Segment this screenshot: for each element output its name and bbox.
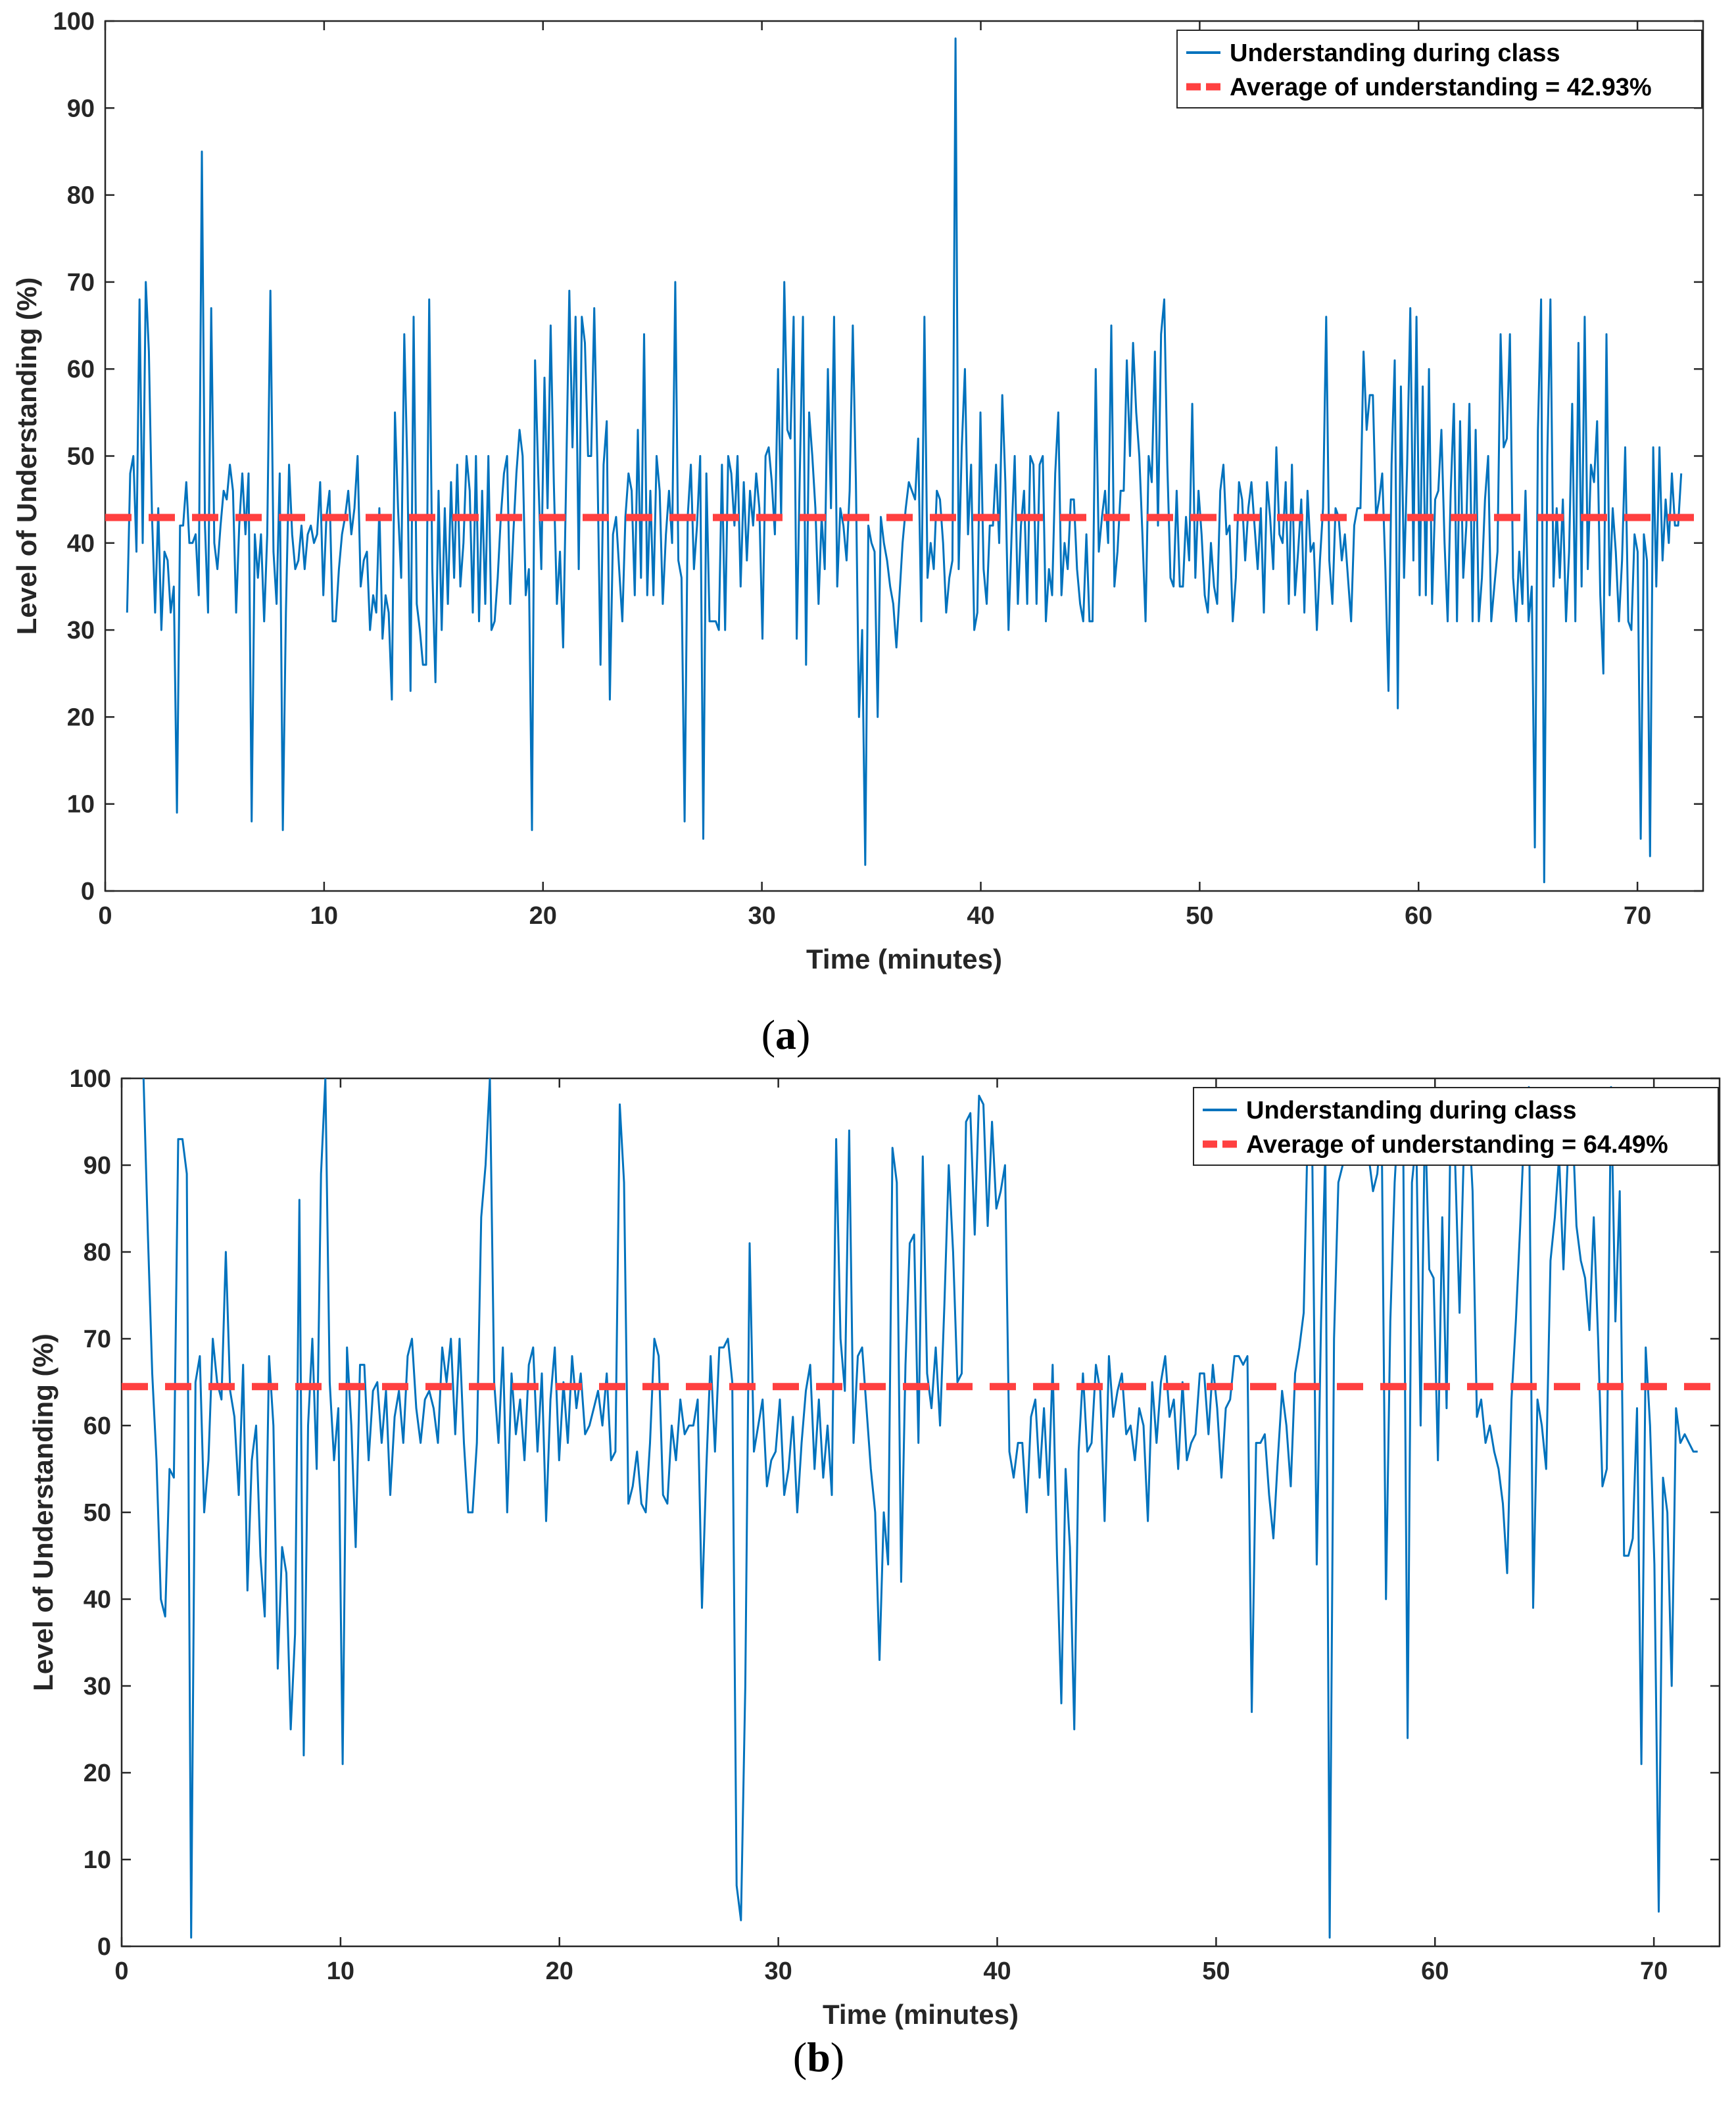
x-tick-label: 30 xyxy=(764,1958,792,1985)
x-tick-label: 20 xyxy=(546,1958,573,1985)
y-tick-label: 100 xyxy=(70,1065,111,1093)
series-group xyxy=(105,37,1703,884)
x-tick-label: 0 xyxy=(98,902,112,930)
series-group xyxy=(122,1078,1720,1939)
y-tick-label: 60 xyxy=(67,356,95,383)
plot-area xyxy=(120,1077,1721,1948)
x-tick-label: 0 xyxy=(114,1958,128,1985)
y-tick-label: 10 xyxy=(67,791,95,819)
y-tick-label: 0 xyxy=(81,878,95,905)
legend-box xyxy=(1193,1087,1719,1166)
y-tick-label: 50 xyxy=(67,443,95,471)
y-tick-label: 70 xyxy=(67,269,95,297)
x-tick-label: 60 xyxy=(1405,902,1432,930)
legend: Understanding during class Average of und… xyxy=(1176,30,1702,108)
x-tick-label: 40 xyxy=(983,1958,1011,1985)
x-tick-label: 50 xyxy=(1202,1958,1230,1985)
legend-entry: Average of understanding = 64.49% xyxy=(1246,1131,1668,1159)
y-tick-label: 60 xyxy=(84,1412,111,1440)
legend-box xyxy=(1176,30,1702,108)
legend-entry: Understanding during class xyxy=(1230,39,1560,67)
y-tick-label: 0 xyxy=(97,1933,111,1961)
y-tick-label: 30 xyxy=(67,617,95,644)
figure-caption: (b) xyxy=(793,2034,844,2080)
legend-entry: Understanding during class xyxy=(1246,1097,1577,1124)
x-tick-label: 20 xyxy=(529,902,557,930)
y-tick-label: 80 xyxy=(67,182,95,210)
plot-area xyxy=(104,20,1704,892)
legend: Understanding during class Average of und… xyxy=(1193,1087,1719,1166)
x-tick-label: 70 xyxy=(1624,902,1651,930)
x-tick-label: 40 xyxy=(967,902,994,930)
x-axis-label: Time (minutes) xyxy=(823,1999,1019,2030)
y-tick-label: 100 xyxy=(53,8,95,36)
x-tick-label: 10 xyxy=(327,1958,354,1985)
y-axis-label: Level of Understanding (%) xyxy=(28,1333,59,1691)
x-tick-label: 50 xyxy=(1186,902,1213,930)
y-tick-label: 10 xyxy=(84,1846,111,1874)
series-line-understanding xyxy=(126,37,1683,884)
y-tick-label: 90 xyxy=(84,1152,111,1180)
x-axis-label: Time (minutes) xyxy=(806,944,1002,974)
y-tick-label: 50 xyxy=(84,1499,111,1527)
y-tick-label: 30 xyxy=(84,1673,111,1700)
y-tick-label: 40 xyxy=(84,1586,111,1614)
x-tick-label: 10 xyxy=(310,902,338,930)
x-tick-label: 70 xyxy=(1640,1958,1668,1985)
y-axis-label: Level of Understanding (%) xyxy=(11,277,42,635)
y-tick-label: 70 xyxy=(84,1326,111,1353)
legend-entry: Average of understanding = 42.93% xyxy=(1230,74,1652,101)
x-tick-label: 60 xyxy=(1421,1958,1449,1985)
x-tick-label: 30 xyxy=(748,902,775,930)
chart-b: 0 10 20 30 40 50 60 70 0 10 20 30 40 50 60 70 80 90 100 Tim… xyxy=(28,1065,1721,2080)
chart-a: 0 10 20 30 40 50 60 70 0 10 20 30 40 50 60 70 80 90 100 Tim… xyxy=(11,8,1704,1058)
y-tick-label: 80 xyxy=(84,1239,111,1266)
y-tick-label: 90 xyxy=(67,95,95,122)
y-tick-label: 20 xyxy=(67,704,95,731)
figure-caption: (a) xyxy=(761,1011,811,1058)
series-line-understanding xyxy=(142,1078,1698,1939)
y-tick-label: 40 xyxy=(67,530,95,558)
caption-letter: a xyxy=(775,1011,796,1058)
caption-letter: b xyxy=(807,2034,831,2080)
y-tick-label: 20 xyxy=(84,1760,111,1787)
